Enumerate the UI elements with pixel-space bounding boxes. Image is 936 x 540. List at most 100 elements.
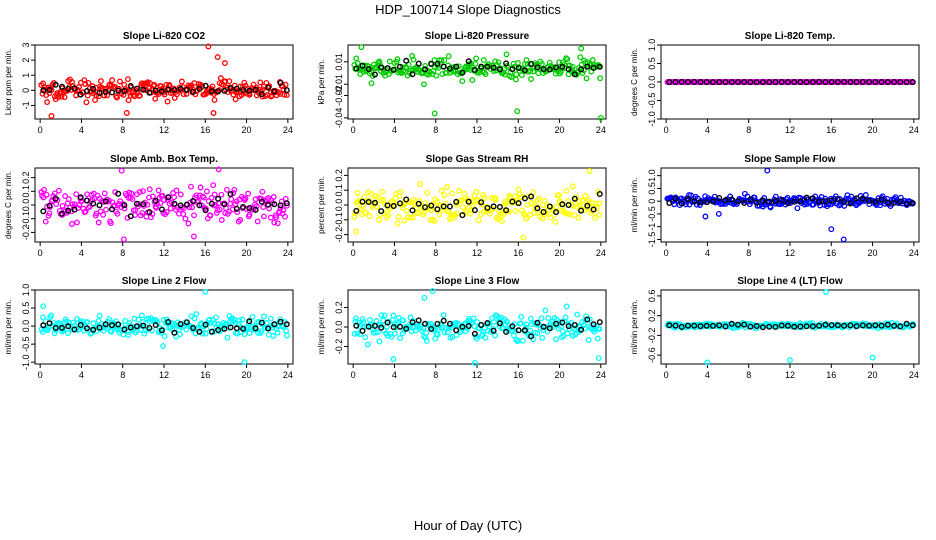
data-point — [397, 335, 404, 342]
mean-point — [859, 322, 866, 329]
data-point — [430, 216, 436, 223]
mean-point — [77, 91, 84, 98]
data-point — [106, 316, 113, 323]
y-axis-label: kPa per min. — [317, 60, 326, 105]
x-tick-label: 4 — [705, 370, 710, 380]
data-point — [193, 192, 200, 199]
x-tick-label: 16 — [826, 370, 836, 380]
data-point — [146, 186, 153, 193]
data-point — [536, 195, 542, 202]
mean-point — [903, 79, 910, 86]
mean-point — [772, 78, 779, 85]
mean-point — [277, 318, 284, 325]
data-point — [381, 312, 388, 319]
mean-point — [528, 61, 535, 68]
x-tick-label: 4 — [392, 248, 397, 258]
data-point — [96, 312, 103, 319]
data-point — [390, 356, 397, 363]
data-point — [539, 334, 546, 341]
data-point — [359, 316, 366, 323]
data-point — [241, 79, 248, 86]
data-point — [213, 209, 220, 216]
mean-point — [90, 85, 97, 92]
data-point — [444, 184, 450, 190]
data-point — [51, 190, 58, 197]
mean-point — [503, 60, 510, 67]
data-point — [232, 320, 239, 327]
data-point — [553, 203, 560, 210]
mean-point — [521, 67, 528, 74]
data-point — [365, 63, 372, 70]
data-point — [787, 357, 793, 364]
data-point — [55, 187, 62, 194]
mean-point — [509, 66, 516, 73]
y-tick-label: -1 — [647, 223, 657, 231]
mean-point — [797, 323, 804, 330]
mean-point — [359, 62, 366, 69]
mean-point — [365, 66, 372, 73]
mean-point — [146, 209, 153, 216]
x-tick-label: 20 — [555, 370, 565, 380]
mean-point — [384, 202, 391, 209]
x-tick-label: 4 — [79, 370, 84, 380]
mean-point — [478, 199, 485, 206]
panel-7: Slope Line 2 Flow 0 4 8 12 16 20 24 -1.0 -0.5 0.0 0… — [4, 276, 294, 380]
mean-point — [847, 78, 854, 85]
data-point — [132, 207, 139, 214]
mean-point — [108, 206, 115, 213]
data-point — [73, 191, 80, 198]
data-point — [353, 228, 360, 235]
mean-point — [685, 78, 692, 85]
mean-point — [40, 87, 47, 94]
data-point — [224, 334, 231, 341]
mean-point — [797, 198, 804, 205]
data-point — [351, 330, 358, 337]
y-tick-label: 0.5 — [647, 57, 657, 70]
mean-point — [390, 66, 397, 73]
mean-point — [496, 320, 503, 327]
mean-point — [434, 320, 441, 327]
x-tick-label: 12 — [159, 248, 169, 258]
mean-point — [559, 319, 566, 326]
data-point — [475, 217, 482, 224]
mean-point — [891, 199, 898, 206]
mean-point — [728, 78, 735, 85]
data-point — [232, 96, 239, 103]
data-point — [167, 205, 174, 212]
mean-point — [703, 322, 710, 329]
y-tick-label: 1.0 — [21, 284, 31, 297]
mean-point — [102, 198, 109, 205]
data-point — [65, 196, 72, 203]
data-point — [461, 190, 468, 197]
data-point — [715, 210, 722, 217]
mean-point — [666, 199, 673, 206]
mean-point — [202, 82, 209, 89]
x-tick-label: 0 — [351, 370, 356, 380]
data-point — [95, 93, 102, 100]
x-tick-label: 16 — [513, 248, 523, 258]
data-point — [283, 202, 290, 209]
x-tick-label: 0 — [38, 370, 43, 380]
mean-point — [434, 206, 441, 213]
data-point — [161, 333, 168, 340]
mean-point — [553, 209, 560, 216]
x-tick-label: 24 — [596, 248, 606, 258]
mean-point — [710, 198, 717, 205]
data-point — [200, 194, 207, 201]
data-point — [580, 67, 587, 74]
data-point — [528, 76, 535, 82]
mean-point — [183, 86, 190, 93]
mean-point — [791, 323, 798, 330]
mean-point — [409, 207, 416, 214]
mean-point — [146, 325, 153, 332]
mean-point — [596, 63, 603, 70]
data-point — [376, 338, 383, 345]
data-point — [226, 78, 233, 85]
mean-point — [847, 322, 854, 329]
data-point — [83, 99, 90, 106]
mean-point — [283, 87, 290, 94]
mean-point — [803, 194, 810, 201]
data-point — [274, 329, 281, 336]
data-point — [270, 194, 277, 200]
